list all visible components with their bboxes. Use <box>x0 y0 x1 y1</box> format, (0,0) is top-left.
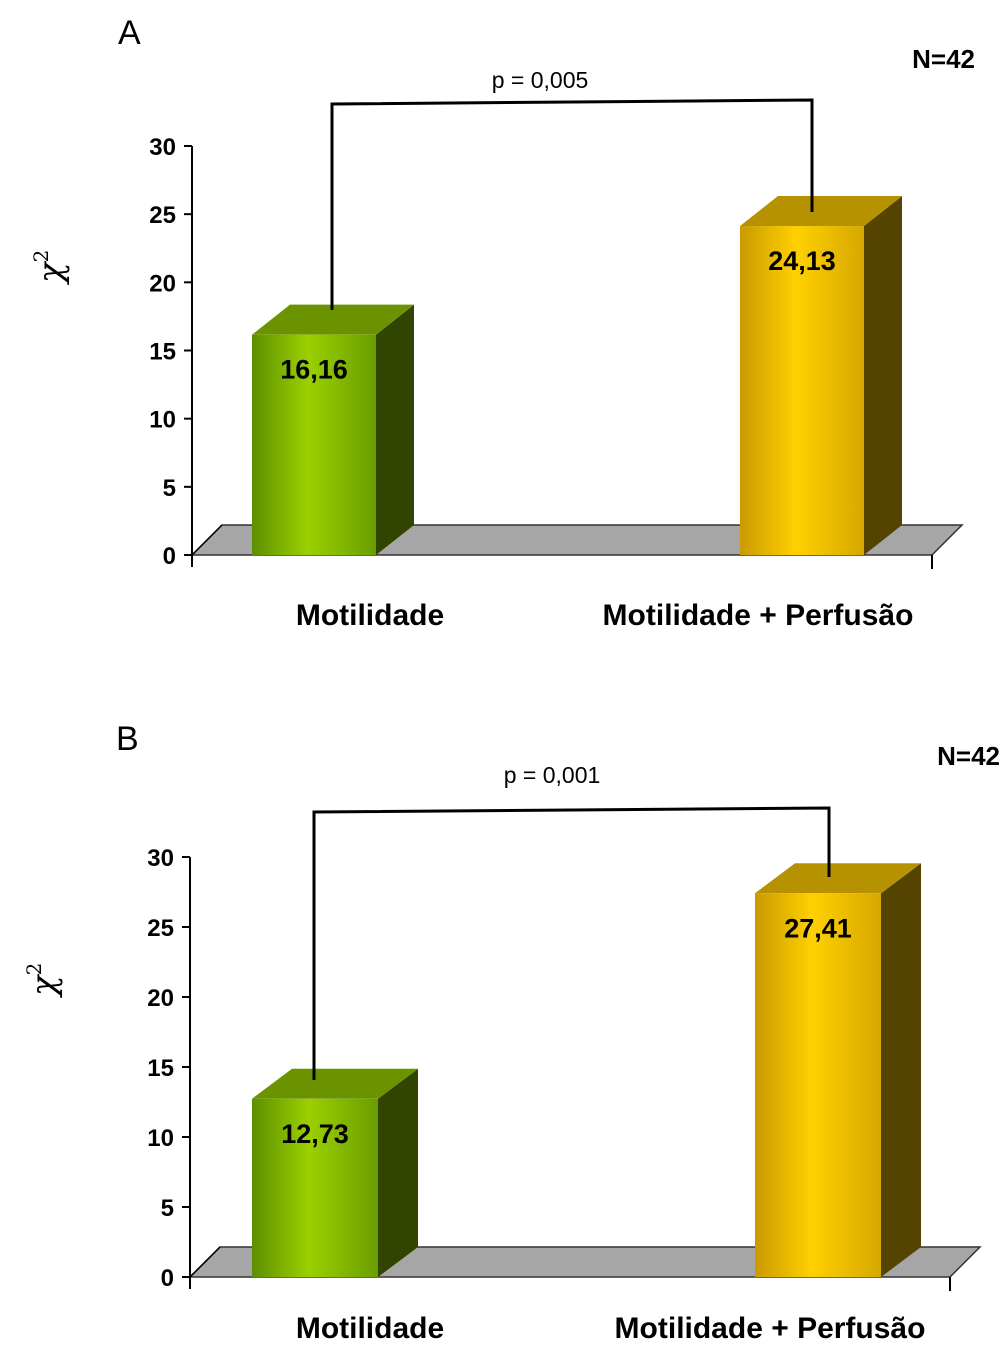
bracket-line <box>330 98 814 310</box>
bar-group: 12,73 27,41 <box>252 863 921 1277</box>
bar-value-label: 24,13 <box>768 246 836 276</box>
bar-front-face <box>755 893 881 1277</box>
y-tick-label: 15 <box>149 339 176 366</box>
y-axis: 0 5 10 15 20 25 30 <box>149 134 933 570</box>
y-tick-label: 25 <box>149 202 176 229</box>
bar-side-face <box>864 196 902 556</box>
y-axis-label-symbol: χ <box>24 973 64 998</box>
y-axis-label-symbol: χ <box>31 260 71 285</box>
y-tick-label: 25 <box>147 915 174 942</box>
bar-top-face <box>755 863 921 894</box>
chart-panel-a: A N=42 χ2 0 5 10 15 20 25 30 16,16 24,13 p = 0,… <box>29 14 975 632</box>
bar-value-label: 12,73 <box>281 1119 349 1149</box>
x-category-label: Motilidade + Perfusão <box>615 1312 926 1345</box>
category-labels: Motilidade Motilidade + Perfusão <box>296 1312 926 1345</box>
bar-motilidade-perfus-o: 27,41 <box>755 863 921 1277</box>
bar-side-face <box>376 304 414 555</box>
significance-bracket: p = 0,001 <box>312 762 831 1080</box>
bar-top-face <box>252 304 414 335</box>
bar-side-face <box>881 863 921 1277</box>
bar-front-face <box>252 1098 378 1277</box>
panel-letter: B <box>116 720 139 758</box>
bar-top-face <box>740 196 902 227</box>
significance-bracket: p = 0,005 <box>330 67 814 310</box>
y-axis-label: χ2 <box>29 250 71 285</box>
y-tick-label: 0 <box>161 1265 174 1292</box>
y-tick-label: 20 <box>147 985 174 1012</box>
y-axis: 0 5 10 15 20 25 30 <box>147 845 951 1292</box>
bar-value-label: 16,16 <box>280 355 348 385</box>
bar-motilidade: 12,73 <box>252 1068 418 1277</box>
y-tick-label: 10 <box>149 407 176 434</box>
bar-value-label: 27,41 <box>784 913 852 943</box>
bar-top-face <box>252 1068 418 1099</box>
y-tick-label: 5 <box>163 475 176 502</box>
chart-panel-b: B N=42 χ2 0 5 10 15 20 25 30 12,73 27,41 p = 0,… <box>22 720 1000 1345</box>
bar-front-face <box>252 334 376 555</box>
y-tick-label: 5 <box>161 1195 174 1222</box>
y-tick-label: 20 <box>149 270 176 297</box>
p-value-label: p = 0,001 <box>504 762 601 788</box>
y-axis-label-superscript: 2 <box>29 250 53 263</box>
y-tick-label: 10 <box>147 1125 174 1152</box>
floor-edge-line <box>189 1246 221 1278</box>
bar-front-face <box>740 226 864 556</box>
floor-edge-line <box>191 524 223 556</box>
category-labels: Motilidade Motilidade + Perfusão <box>296 599 914 632</box>
sample-size-label: N=42 <box>912 44 975 74</box>
p-value-label: p = 0,005 <box>492 67 589 93</box>
x-category-label: Motilidade + Perfusão <box>603 599 914 632</box>
x-category-label: Motilidade <box>296 1312 444 1345</box>
bracket-line <box>312 806 831 1080</box>
bar-motilidade-perfus-o: 24,13 <box>740 196 902 556</box>
y-tick-label: 30 <box>149 134 176 161</box>
bar-side-face <box>378 1068 418 1277</box>
y-tick-label: 15 <box>147 1055 174 1082</box>
sample-size-label: N=42 <box>937 741 1000 771</box>
panel-letter: A <box>118 14 141 52</box>
bar-group: 16,16 24,13 <box>252 196 902 556</box>
bar-motilidade: 16,16 <box>252 304 414 555</box>
x-category-label: Motilidade <box>296 599 444 632</box>
y-axis-label-superscript: 2 <box>22 963 46 976</box>
y-axis-label: χ2 <box>22 963 64 998</box>
y-tick-label: 30 <box>147 845 174 872</box>
y-tick-label: 0 <box>163 543 176 570</box>
